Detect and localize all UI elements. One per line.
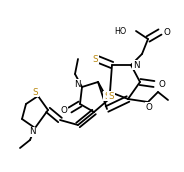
Text: O: O — [146, 103, 152, 111]
Text: O: O — [159, 79, 165, 89]
Text: N: N — [29, 127, 35, 137]
Text: S: S — [108, 92, 114, 100]
Text: N: N — [133, 61, 139, 69]
Text: O: O — [164, 28, 170, 36]
Text: S: S — [32, 88, 38, 96]
Text: HO: HO — [114, 26, 126, 35]
Text: N: N — [74, 79, 80, 89]
Text: S: S — [104, 92, 110, 100]
Text: S: S — [92, 55, 98, 63]
Text: O: O — [61, 105, 68, 115]
